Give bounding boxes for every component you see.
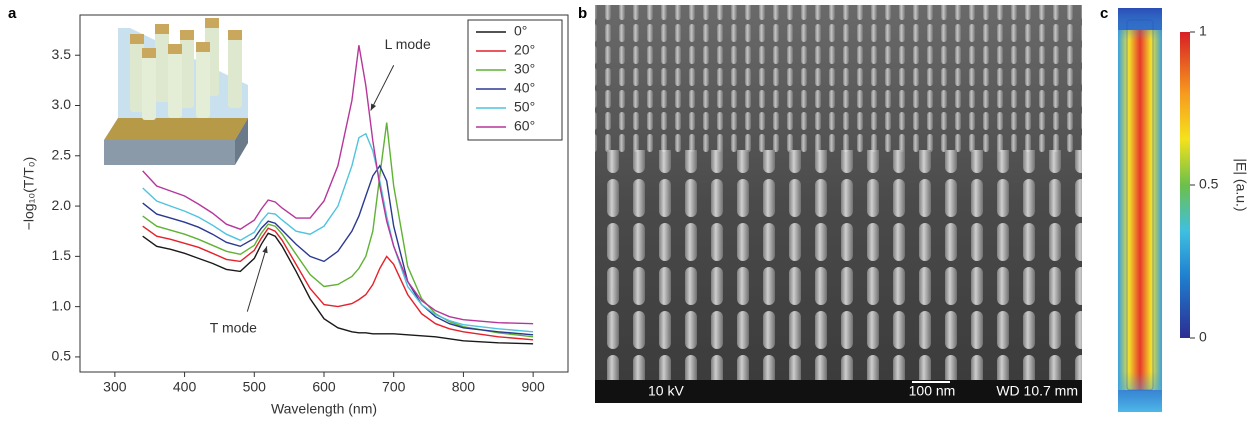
- legend-box: [467, 19, 563, 141]
- y-tick-label: 3.5: [52, 46, 72, 62]
- y-tick-label: 1.0: [52, 297, 72, 313]
- x-tick-label: 600: [312, 379, 336, 395]
- x-tick-label: 300: [103, 379, 127, 395]
- x-tick-label: 400: [173, 379, 197, 395]
- series-line: [142, 45, 534, 325]
- annotation-arrow: [246, 246, 268, 312]
- sem-label: 100 nm: [909, 383, 956, 399]
- series-line: [142, 225, 534, 341]
- legend-label: 50°: [514, 99, 535, 115]
- legend-label: 0°: [514, 23, 527, 39]
- colorbar-tick-label: 1: [1199, 23, 1207, 39]
- field-map: [1118, 8, 1162, 412]
- annotation: L mode: [385, 36, 431, 52]
- x-tick-label: 500: [243, 379, 267, 395]
- colorbar-tick-label: 0.5: [1199, 176, 1219, 192]
- legend-label: 60°: [514, 118, 535, 134]
- sem-image: [595, 5, 1082, 403]
- x-axis-label: Wavelength (nm): [271, 401, 377, 417]
- colorbar-label: |E| (a.u.): [1233, 158, 1249, 211]
- series-line: [142, 122, 534, 338]
- annotation-arrow: [370, 65, 395, 111]
- legend-label: 30°: [514, 61, 535, 77]
- panel-label: c: [1100, 5, 1108, 22]
- series-line: [142, 164, 534, 336]
- y-tick-label: 1.5: [52, 247, 72, 263]
- sem-label: WD 10.7 mm: [996, 383, 1078, 399]
- y-tick-label: 3.0: [52, 96, 72, 112]
- x-tick-label: 800: [452, 379, 476, 395]
- series-line: [142, 132, 534, 333]
- colorbar-tick-label: 0: [1199, 329, 1207, 345]
- legend-label: 40°: [514, 80, 535, 96]
- y-tick-label: 2.5: [52, 146, 72, 162]
- y-axis-label: −log₁₀(T/T₀): [21, 157, 37, 231]
- series-line: [142, 232, 534, 345]
- y-tick-label: 2.0: [52, 197, 72, 213]
- sem-label: 10 kV: [648, 383, 684, 399]
- annotation: T mode: [210, 319, 257, 335]
- y-tick-label: 0.5: [52, 348, 72, 364]
- x-tick-label: 900: [521, 379, 545, 395]
- annotation-arrowhead: [262, 246, 268, 254]
- x-tick-label: 700: [382, 379, 406, 395]
- annotation-arrowhead: [370, 103, 377, 111]
- panel-label: b: [578, 5, 587, 22]
- legend-label: 20°: [514, 42, 535, 58]
- colorbar: [1180, 32, 1190, 338]
- inset-schematic: [104, 18, 248, 165]
- panel-label: a: [8, 5, 17, 22]
